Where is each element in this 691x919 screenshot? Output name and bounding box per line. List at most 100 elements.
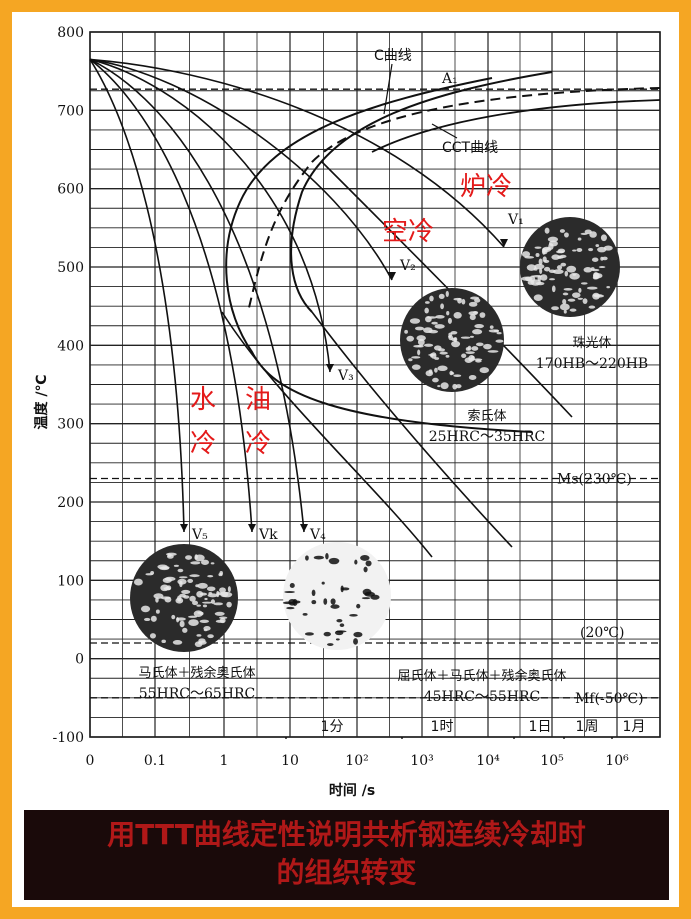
micrograph-speck: [563, 287, 573, 291]
micrograph-speck: [339, 623, 345, 627]
micrograph-speck: [592, 292, 600, 300]
y-axis-title: 温度 /℃: [33, 374, 50, 429]
cooling-path: [89, 58, 331, 373]
micrograph-speck: [535, 252, 540, 257]
micrograph-speck: [564, 270, 569, 277]
micrograph-speck: [323, 598, 328, 605]
arrow-head: [388, 272, 396, 280]
micrograph-speck: [414, 326, 425, 331]
micrograph: [400, 288, 504, 392]
micrograph-speck: [164, 596, 172, 603]
micrograph-speck: [305, 555, 309, 561]
chart-labels: 珠光体 170HB～220HB 索氏体 25HRC～35HRC 屈氏体＋马氏体＋残余奥氏…: [138, 48, 648, 705]
x-tick-label: 0: [86, 753, 95, 769]
micrograph-speck: [193, 610, 204, 618]
micrograph-speck: [150, 615, 157, 622]
transformation-curves: [225, 71, 661, 433]
micrograph-speck: [445, 354, 450, 358]
micrograph-speck: [602, 256, 608, 261]
micrograph-speck: [464, 357, 473, 363]
micrograph-speck: [472, 329, 483, 335]
micrograph-speck: [580, 282, 588, 285]
micrograph-speck: [474, 324, 484, 329]
micrograph-speck: [199, 592, 208, 596]
microstructure-images: [130, 217, 620, 652]
tail-path: [311, 311, 513, 548]
micrograph-speck: [311, 600, 317, 605]
c-curve-leader: [383, 63, 393, 115]
micrograph-speck: [161, 639, 166, 644]
micrograph-speck: [580, 232, 588, 235]
microstructure-name: 屈氏体＋马氏体＋残余奥氏体: [397, 668, 566, 684]
micrograph-speck: [176, 617, 186, 621]
micrograph-speck: [600, 234, 607, 242]
micrograph-speck: [206, 586, 216, 592]
micrograph-speck: [526, 279, 533, 282]
time-label: 1周: [576, 719, 599, 735]
series-label: V₅: [191, 527, 208, 543]
micrograph-speck: [149, 633, 156, 639]
micrograph-speck: [163, 586, 171, 591]
micrograph-speck: [198, 640, 207, 645]
micrograph-speck: [323, 631, 331, 637]
micrograph-speck: [226, 601, 232, 608]
micrograph-speck: [411, 364, 421, 370]
micrograph-speck: [494, 329, 499, 333]
cooling-path: [89, 58, 505, 248]
micrograph-speck: [203, 628, 208, 632]
micrograph-speck: [428, 353, 436, 356]
micrograph-speck: [335, 630, 347, 633]
microstructure-hardness: 170HB～220HB: [536, 356, 648, 372]
ref-label: (20℃): [580, 625, 624, 641]
micrograph-speck: [408, 358, 413, 362]
micrograph-speck: [353, 631, 363, 638]
cct-curve-leader: [431, 123, 458, 139]
micrograph-speck: [179, 580, 183, 588]
micrograph-speck: [353, 638, 358, 645]
micrograph-speck: [413, 345, 422, 348]
micrograph-speck: [325, 553, 329, 560]
micrograph-speck: [586, 286, 598, 290]
micrograph-speck: [406, 335, 415, 342]
arrow-head: [248, 524, 256, 532]
micrograph-speck: [474, 298, 481, 303]
micrograph-speck: [566, 265, 577, 273]
micrograph-speck: [197, 582, 208, 589]
micrograph-speck: [428, 329, 439, 334]
micrograph-speck: [219, 616, 228, 619]
time-label: 1月: [623, 719, 646, 735]
micrograph-speck: [192, 600, 199, 606]
micrograph-speck: [526, 264, 537, 271]
caption-line-1: 用TTT曲线定性说明共析钢连续冷却时: [107, 818, 586, 851]
micrograph-speck: [531, 275, 543, 278]
micrograph-speck: [187, 615, 198, 618]
micrograph-speck: [434, 324, 445, 329]
caption-line-2: 的组织转变: [276, 856, 417, 889]
y-tick-label: 700: [57, 103, 84, 119]
micrograph-speck: [577, 237, 582, 241]
micrograph-speck: [161, 566, 170, 570]
micrograph: [520, 217, 620, 317]
micrograph-speck: [207, 634, 214, 639]
micrograph-speck: [559, 303, 570, 311]
y-tick-label: 600: [57, 182, 84, 198]
micrograph-speck: [417, 349, 421, 356]
micrograph-speck: [593, 272, 599, 280]
micrograph-speck: [572, 292, 581, 299]
micrograph-speck: [417, 338, 425, 346]
microstructure-name: 珠光体: [572, 336, 611, 351]
micrograph-speck: [450, 331, 458, 335]
micrograph-speck: [171, 614, 176, 620]
y-tick-label: 400: [57, 338, 84, 354]
micrograph-speck: [356, 603, 361, 609]
micrograph-speck: [471, 346, 479, 351]
micrograph-speck: [543, 259, 550, 264]
micrograph-speck: [543, 266, 551, 272]
micrograph-speck: [361, 597, 371, 600]
micrograph-speck: [455, 384, 462, 389]
micrograph-speck: [445, 290, 449, 297]
micrograph-speck: [360, 555, 370, 561]
micrograph-speck: [190, 561, 201, 565]
micrograph-speck: [155, 597, 159, 603]
micrograph-speck: [547, 236, 559, 243]
